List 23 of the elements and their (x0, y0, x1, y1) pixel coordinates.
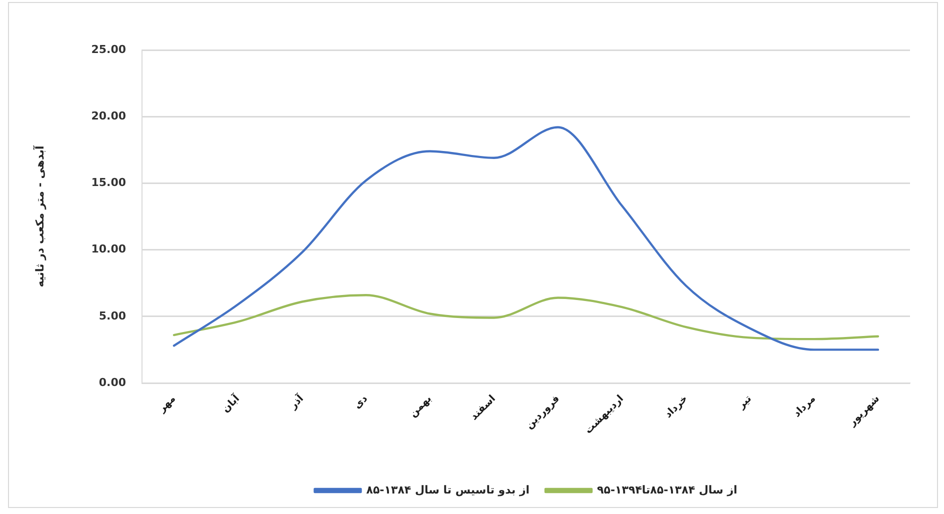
x-tick-label: اردیبهشت (583, 393, 626, 436)
x-tick-label: خرداد (662, 393, 690, 420)
legend-label: از سال ۱۳۸۴-۸۵تا۱۳۹۴-۹۵ (597, 483, 738, 496)
y-tick-label: 0.00 (98, 376, 126, 389)
y-tick-label: 20.00 (91, 109, 126, 122)
x-tick-label: بهمن (408, 393, 434, 420)
line-series (172, 294, 880, 340)
y-tick-label: 10.00 (91, 242, 126, 256)
x-tick-label: مرداد (792, 393, 818, 420)
y-axis-title: آبدهی - متر مکعب در ثانیه (32, 146, 46, 288)
x-tick-label: تیر (736, 393, 754, 412)
x-tick-label: شهریور (846, 393, 882, 430)
x-tick-label: آذر (286, 392, 306, 412)
x-tick-label: آبان (218, 392, 242, 415)
line-series (172, 126, 880, 351)
y-tick-label: 15.00 (91, 176, 126, 190)
y-tick-label: 25.00 (91, 42, 126, 56)
x-tick-label: مهر (156, 393, 178, 416)
x-tick-label: اسفند (468, 393, 498, 423)
legend-label: از بدو تاسیس تا سال ۱۳۸۴-۸۵ (366, 483, 530, 496)
y-tick-label: 5.00 (98, 309, 126, 322)
x-tick-label: فروردین (524, 393, 562, 432)
x-tick-label: دی (352, 393, 370, 412)
